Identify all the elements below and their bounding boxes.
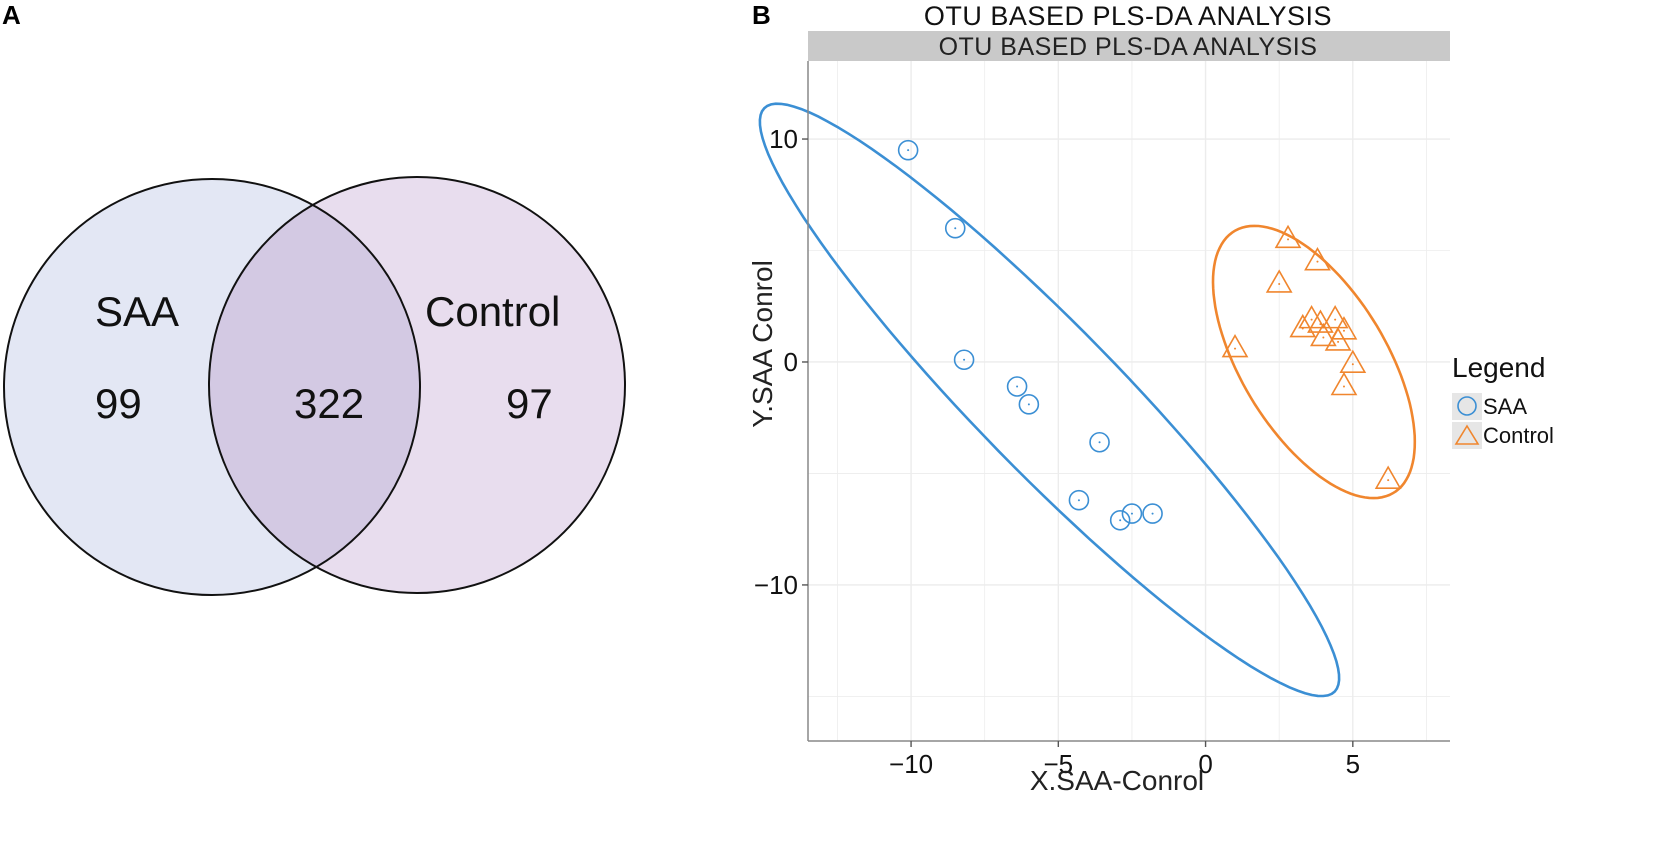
point-control [1309,322,1337,347]
legend-key-control-marker [1454,424,1480,445]
point-center-dot [1310,318,1313,321]
legend-label-saa: SAA [1483,394,1527,419]
data-points [897,139,1402,531]
x-axis-title: X.SAA-Conrol [1030,765,1204,796]
point-saa [897,139,919,161]
point-saa [1089,431,1110,453]
point-saa [1109,509,1131,531]
x-tick-label: 0 [1198,749,1212,779]
point-control [1321,305,1349,329]
venn-outline-saa [3,178,421,596]
point-center-dot [1322,336,1325,339]
plot-panel [808,61,1450,741]
point-control [1330,371,1358,396]
y-axis-title: Y.SAA Conrol [747,260,778,428]
point-control [1289,313,1317,338]
point-center-dot [963,358,966,361]
point-control [1304,247,1331,271]
y-tick-label: −10 [754,570,798,600]
x-axis-ticks: −10 −5 0 5 [889,741,1360,779]
point-saa [953,349,975,371]
venn-saa-label: SAA [95,288,179,335]
point-control [1274,224,1302,249]
point-center-dot [1151,512,1154,515]
legend: Legend SAA Control [1452,352,1554,449]
point-control [1339,349,1367,374]
point-center-dot [1130,512,1133,515]
ellipse-control [1211,224,1417,500]
panel-b-letter: B [752,0,771,30]
legend-title: Legend [1452,352,1545,383]
point-center-dot [1342,385,1345,388]
point-center-dot [1342,329,1345,332]
venn-diagram: A SAA Control 99 322 97 [2,0,626,596]
grid-lines [808,61,1450,741]
point-control [1324,327,1352,351]
confidence-ellipses [758,102,1417,698]
point-center-dot [907,149,910,152]
x-tick-label: 5 [1346,749,1360,779]
y-axis-ticks: 10 0 −10 [754,124,808,600]
venn-control-label: Control [425,288,560,335]
point-center-dot [1334,318,1337,321]
y-tick-label: 0 [784,347,798,377]
plsda-chart: B OTU BASED PLS-DA ANALYSIS OTU BASED PL… [747,0,1554,796]
point-center-dot [1077,499,1080,502]
point-saa [1121,503,1143,524]
point-center-dot [1337,340,1340,343]
point-center-dot [1278,282,1281,285]
point-control [1265,269,1293,293]
point-center-dot [1098,441,1101,444]
point-center-dot [1351,363,1354,366]
legend-key-saa-marker [1457,396,1477,416]
point-saa [1142,503,1163,524]
point-saa [1018,394,1040,415]
ellipse-saa [758,102,1341,698]
point-center-dot [1234,347,1237,350]
point-center-dot [1119,519,1122,522]
point-center-dot [1016,385,1019,388]
legend-label-control: Control [1483,423,1554,448]
point-center-dot [1316,260,1319,263]
x-tick-label: −5 [1043,749,1073,779]
point-center-dot [1287,238,1290,241]
facet-strip-label: OTU BASED PLS-DA ANALYSIS [939,33,1318,61]
venn-outline-control [208,176,626,594]
point-center-dot [1027,403,1030,406]
point-saa [1068,489,1090,511]
venn-intersection-count: 322 [294,380,364,427]
facet-strip [808,31,1450,61]
panel-a-letter: A [2,0,21,30]
point-saa [1006,376,1028,397]
point-control [1221,333,1249,358]
venn-overlap-region [209,179,420,593]
chart-title: OTU BASED PLS-DA ANALYSIS [924,1,1332,31]
point-center-dot [954,227,957,230]
venn-saa-only-count: 99 [95,380,142,427]
venn-control-only-count: 97 [506,380,553,427]
point-control [1374,465,1402,489]
point-saa [944,217,966,239]
point-center-dot [1387,479,1390,482]
x-tick-label: −10 [889,749,933,779]
point-center-dot [1319,323,1322,326]
y-tick-label: 10 [769,124,798,154]
